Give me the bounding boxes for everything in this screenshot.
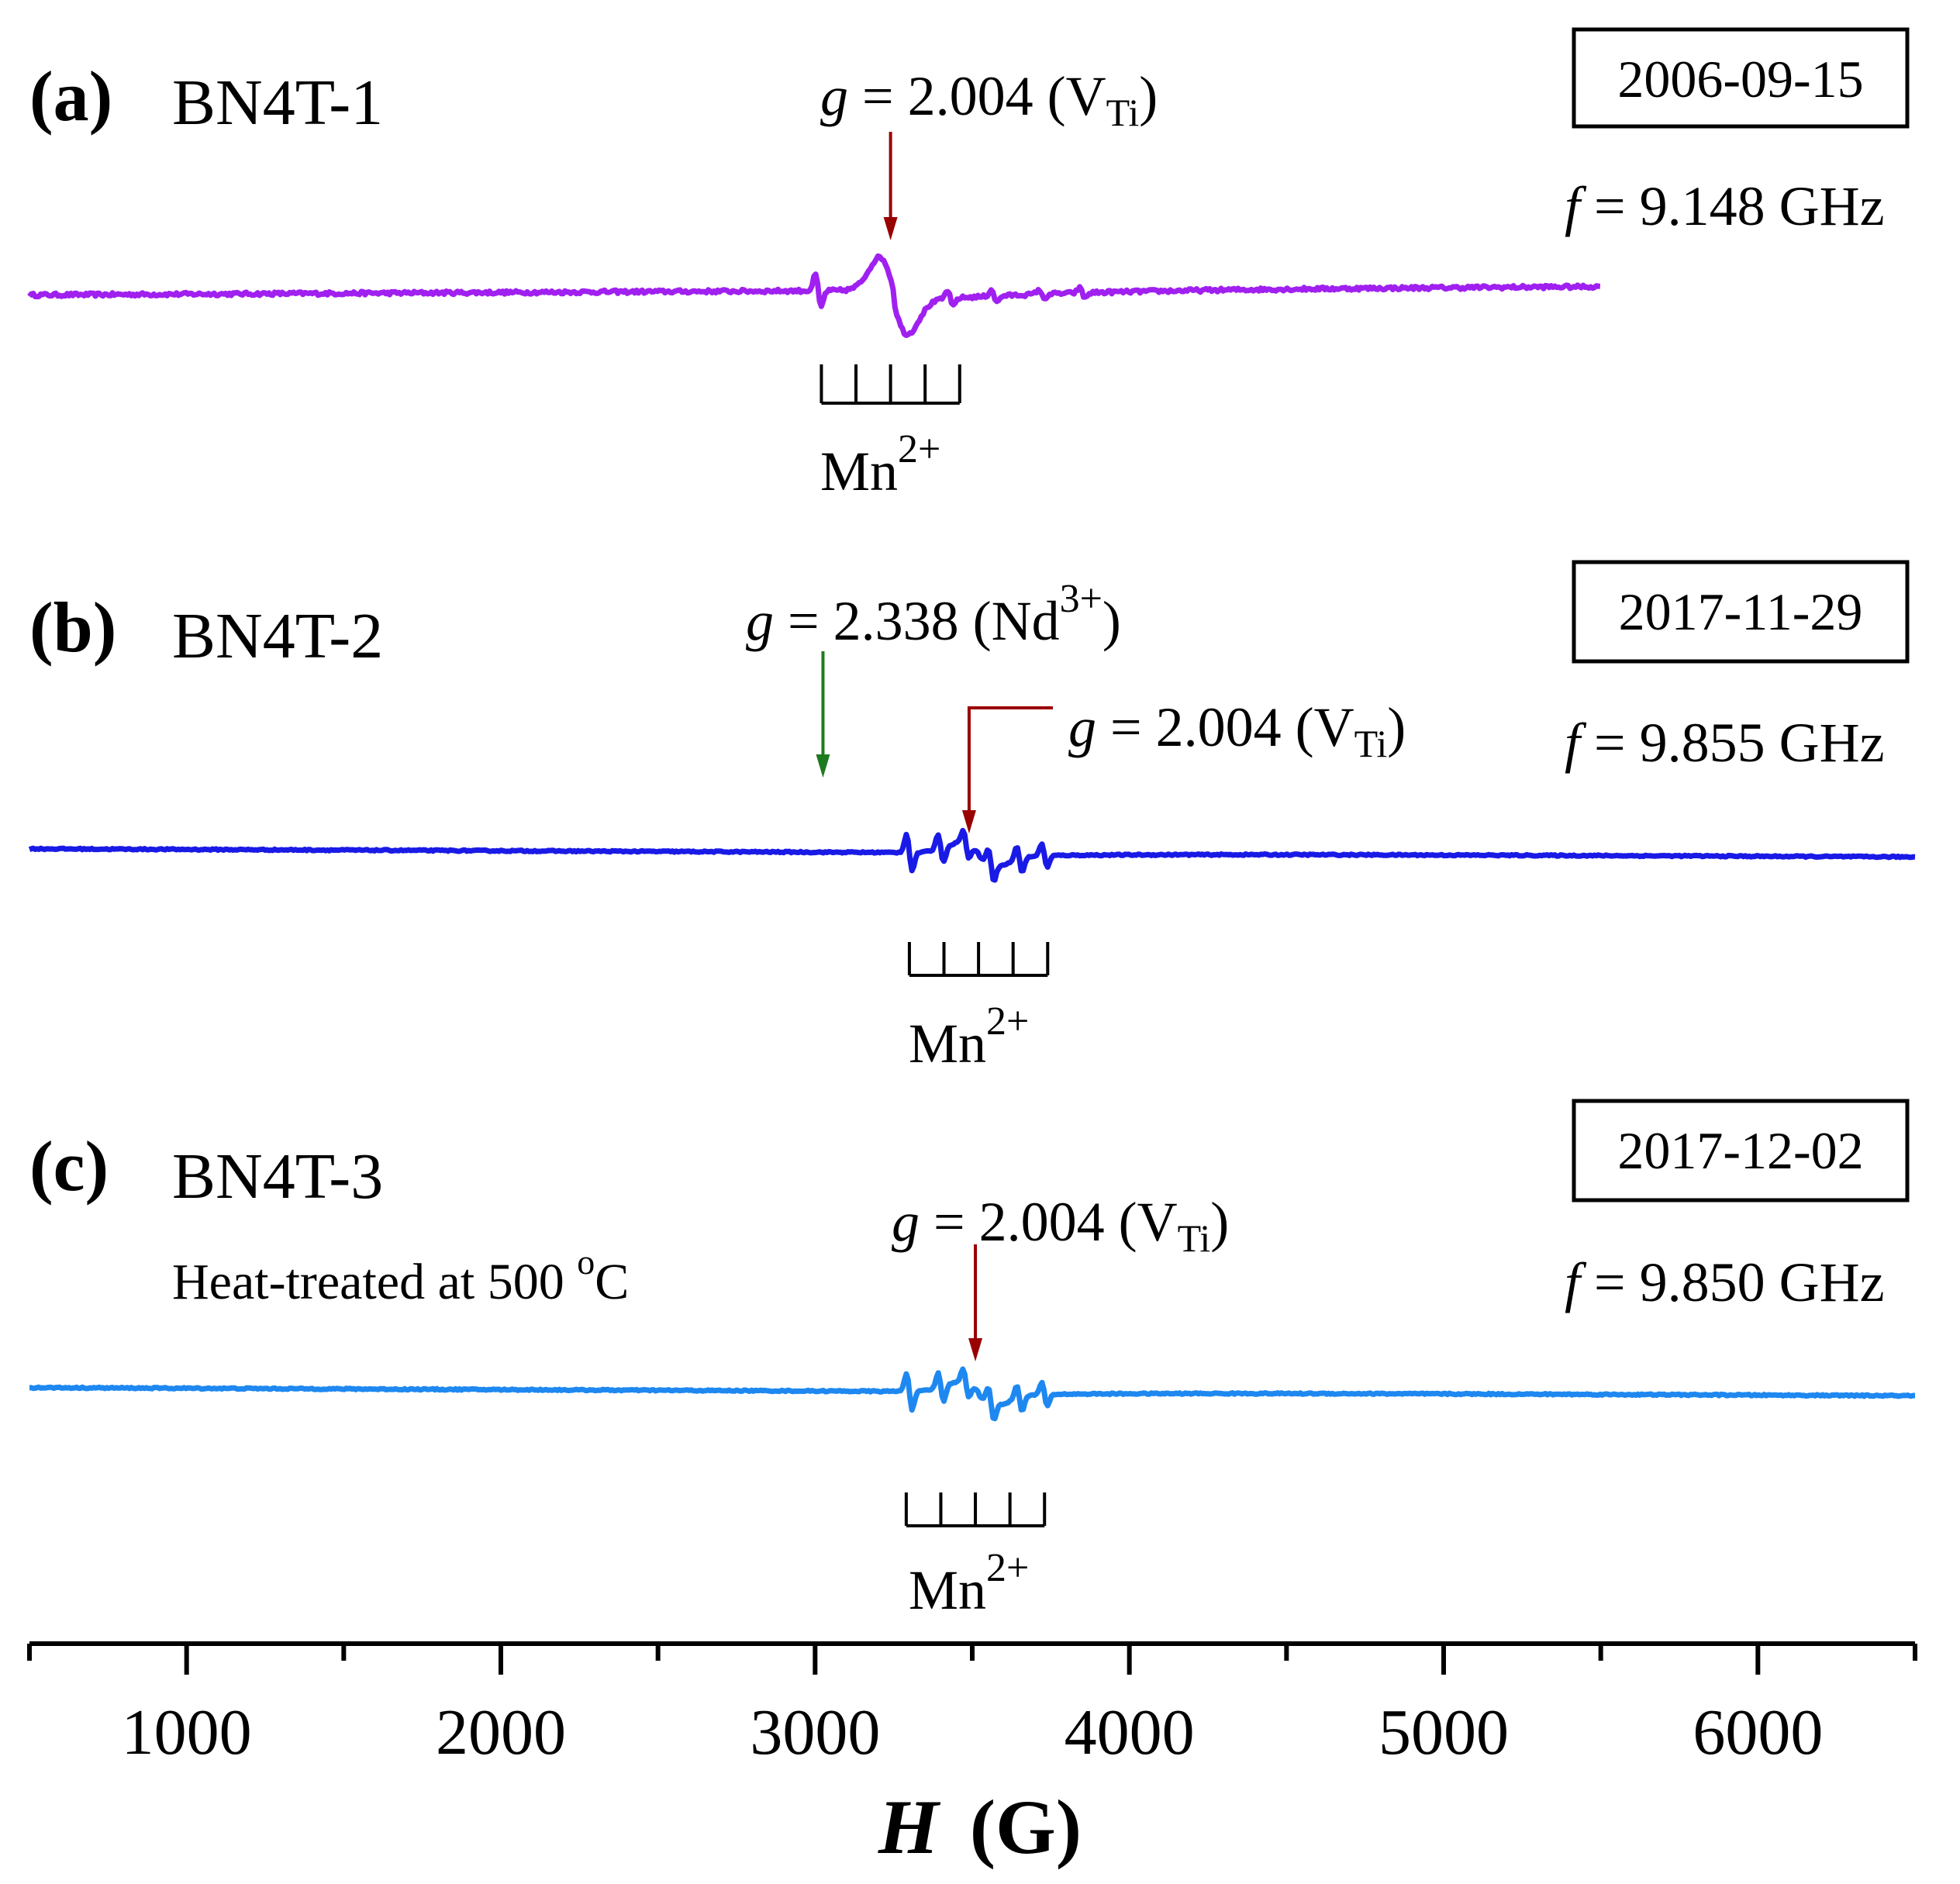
panel-b-date-box	[1572, 560, 1910, 664]
x-tick-label: 3000	[750, 1696, 880, 1768]
panel-b-label: (b)	[29, 588, 116, 667]
panel-c-frequency: f = 9.850 GHz	[1565, 1251, 1885, 1313]
panel-c-mn-label: Mn2+	[909, 1546, 1029, 1621]
x-axis: 1000 2000 3000 4000 5000 6000 H (G)	[27, 1641, 1917, 1870]
x-tick-label: 4000	[1065, 1696, 1195, 1768]
x-axis-title: H (G)	[878, 1784, 1082, 1870]
panel-a-date: 2006-09-15	[1617, 50, 1863, 109]
x-axis-tick-labels: 1000 2000 3000 4000 5000 6000	[122, 1696, 1824, 1768]
panel-a-frequency: f = 9.148 GHz	[1565, 175, 1885, 237]
panel-a-vti-arrow	[883, 132, 898, 240]
panel-c-spectrum-trace	[28, 1366, 1917, 1422]
panel-b-annotation-vti: g = 2.004 (VTi)	[1068, 696, 1406, 765]
panel-a-mn-label: Mn2+	[820, 427, 940, 502]
panel-c: (c) BN4T-3 Heat-treated at 500 oC 2017-1…	[28, 1099, 1917, 1621]
panel-b-vti-arrow	[961, 706, 1053, 833]
panel-b: (b) BN4T-2 2017-11-29 f = 9.855 GHz g = …	[28, 560, 1917, 1075]
panel-c-treatment: Heat-treated at 500 oC	[172, 1242, 629, 1310]
panel-a: (a) BN4T-1 2006-09-15 f = 9.148 GHz g = …	[27, 27, 1910, 502]
panel-c-mn-hyperfine-marker	[904, 1492, 1047, 1527]
panel-b-mn-label: Mn2+	[909, 999, 1029, 1075]
panel-b-annotation-nd: g = 2.338 (Nd3+)	[746, 577, 1121, 652]
x-tick-label: 1000	[122, 1696, 252, 1768]
panel-b-date: 2017-11-29	[1619, 582, 1863, 641]
panel-b-nd-arrow	[816, 651, 830, 778]
panel-c-sample-name: BN4T-3	[172, 1140, 383, 1213]
panel-a-label: (a)	[29, 57, 112, 136]
panel-a-mn-hyperfine-marker	[820, 364, 961, 405]
panel-c-label: (c)	[29, 1127, 109, 1206]
panel-b-sample-name: BN4T-2	[172, 600, 383, 672]
x-tick-label: 5000	[1379, 1696, 1509, 1768]
panel-c-vti-arrow	[968, 1244, 983, 1361]
panel-b-frequency: f = 9.855 GHz	[1565, 712, 1885, 774]
panel-c-annotation-vti: g = 2.004 (VTi)	[892, 1191, 1229, 1260]
panel-b-mn-hyperfine-marker	[907, 942, 1050, 977]
panel-c-date-box	[1572, 1099, 1910, 1203]
x-tick-label: 2000	[436, 1696, 566, 1768]
panel-c-date: 2017-12-02	[1617, 1121, 1863, 1180]
panel-a-sample-name: BN4T-1	[172, 67, 383, 139]
x-axis-ticks	[27, 1644, 1917, 1675]
x-tick-label: 6000	[1693, 1696, 1823, 1768]
panel-b-spectrum-trace	[28, 827, 1917, 883]
panel-a-annotation-vti: g = 2.004 (VTi)	[820, 65, 1158, 134]
panel-a-date-box	[1572, 27, 1910, 129]
panel-a-spectrum-trace	[27, 253, 1601, 338]
